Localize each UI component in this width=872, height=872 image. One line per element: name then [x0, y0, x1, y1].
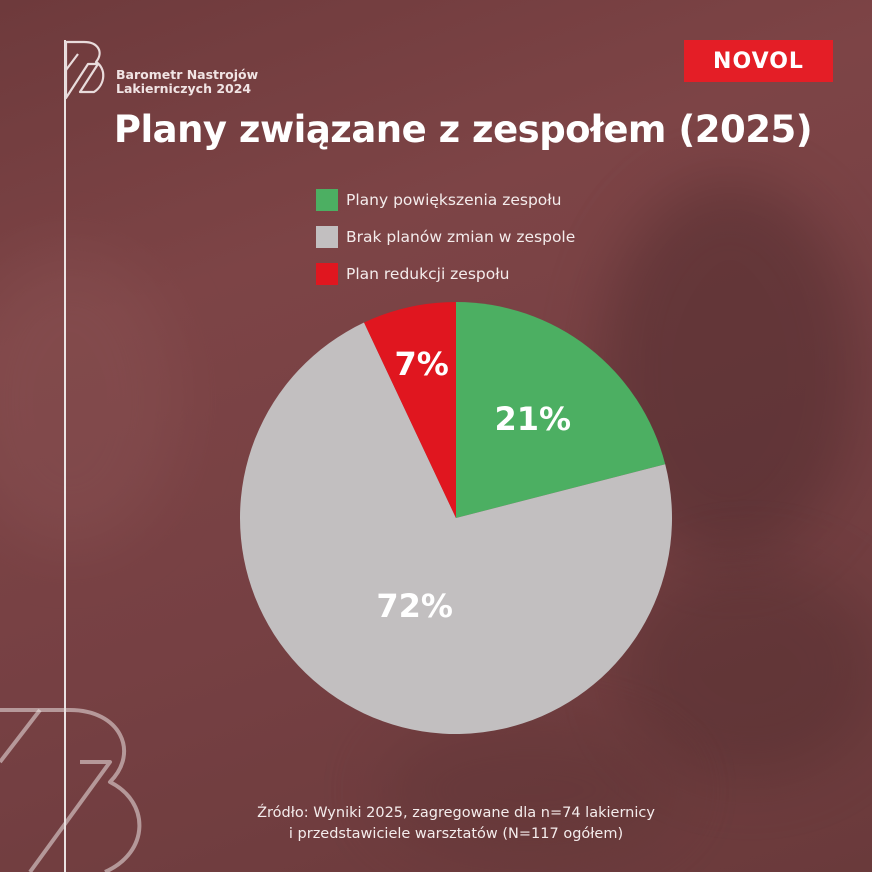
brand-name-line2: Lakierniczych 2024 — [116, 81, 252, 96]
legend-item-no-change: Brak planów zmian w zespole — [316, 225, 575, 249]
legend-swatch-growth — [316, 189, 338, 211]
pie-label-no-change: 72% — [376, 587, 453, 625]
novol-logo-text: NOVOL — [713, 48, 804, 74]
legend-label-no-change: Brak planów zmian w zespole — [346, 228, 576, 246]
pie-label-growth: 21% — [494, 400, 571, 438]
pie-slice-growth — [456, 302, 666, 518]
barometr-watermark-icon — [0, 708, 142, 872]
chart-legend: Plany powiększenia zespołu Brak planów z… — [316, 188, 575, 299]
novol-logo: NOVOL — [684, 40, 833, 82]
barometr-logo-icon — [64, 40, 105, 100]
brand-name-line1: Barometr Nastrojów — [116, 67, 259, 82]
legend-item-growth: Plany powiększenia zespołu — [316, 188, 575, 212]
divider-line — [64, 40, 66, 872]
legend-swatch-no-change — [316, 226, 338, 248]
legend-item-reduction: Plan redukcji zespołu — [316, 262, 575, 286]
pie-label-reduction: 7% — [394, 345, 448, 383]
chart-title: Plany związane z zespołem (2025) — [113, 108, 813, 151]
brand-name: Barometr Nastrojów Lakierniczych 2024 — [116, 68, 258, 96]
pie-slice-reduction — [364, 302, 456, 518]
legend-label-reduction: Plan redukcji zespołu — [346, 265, 510, 283]
legend-label-growth: Plany powiększenia zespołu — [346, 191, 562, 209]
source-line1: Źródło: Wyniki 2025, zagregowane dla n=7… — [257, 805, 655, 821]
source-line2: i przedstawiciele warsztatów (N=117 ogół… — [288, 826, 624, 842]
source-note: Źródło: Wyniki 2025, zagregowane dla n=7… — [156, 803, 756, 845]
legend-swatch-reduction — [316, 263, 338, 285]
pie-slice-no-change — [240, 322, 673, 734]
